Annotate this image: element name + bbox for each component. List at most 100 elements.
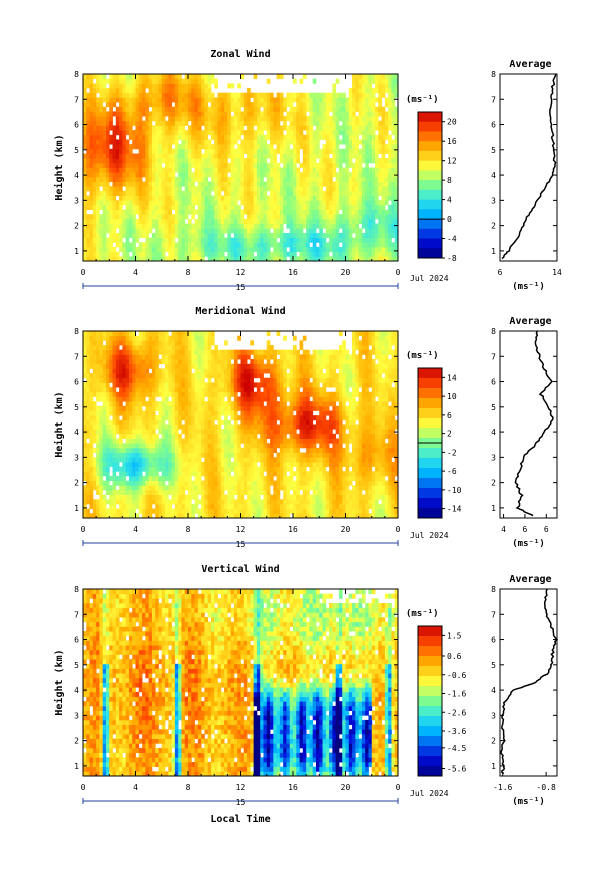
heatmap-cell (270, 503, 274, 510)
heatmap-cell (365, 144, 369, 150)
heatmap-cell (296, 186, 300, 192)
heatmap-cell (138, 120, 143, 126)
heatmap-cell (273, 218, 277, 225)
heatmap-cell (260, 172, 264, 178)
heatmap-cell (378, 88, 382, 94)
heatmap-cell (119, 256, 123, 262)
heatmap-cell (207, 120, 212, 126)
heatmap-cell (184, 116, 189, 122)
heatmap-cell (322, 499, 327, 505)
heatmap-cell (89, 102, 94, 108)
heatmap-cell (128, 186, 133, 192)
heatmap-cell (296, 111, 300, 117)
heatmap-cell (96, 186, 100, 192)
heatmap-cell (122, 134, 127, 140)
heatmap-cell (358, 120, 363, 126)
heatmap-cell (355, 153, 360, 159)
heatmap-cell (96, 167, 100, 173)
heatmap-cell (115, 130, 120, 136)
heatmap-cell (312, 237, 317, 243)
heatmap-cell (319, 471, 323, 477)
heatmap-cell (378, 223, 382, 229)
heatmap-cell (158, 172, 163, 178)
heatmap-cell (181, 204, 186, 210)
heatmap-cell (86, 457, 90, 463)
heatmap-cell (151, 186, 156, 192)
heatmap-cell (319, 195, 323, 201)
heatmap-cell (378, 452, 382, 458)
heatmap-cell (233, 172, 238, 178)
heatmap-cell (210, 78, 215, 84)
heatmap-cell (263, 195, 268, 201)
heatmap-cell (168, 242, 172, 248)
heatmap-cell (191, 447, 195, 453)
heatmap-cell (240, 214, 245, 220)
heatmap-cell (247, 88, 251, 94)
heatmap-cell (119, 485, 123, 491)
heatmap-cell (214, 106, 218, 112)
heatmap-cell (174, 461, 179, 467)
heatmap-cell (89, 204, 94, 210)
heatmap-cell (197, 480, 202, 486)
heatmap-cell (358, 125, 363, 131)
heatmap-cell (312, 485, 317, 491)
heatmap-cell (158, 246, 163, 253)
heatmap-cell (96, 172, 100, 178)
heatmap-cell (256, 181, 261, 187)
heatmap-cell (102, 176, 107, 182)
heatmap-cell (388, 485, 392, 491)
heatmap-cell (227, 466, 232, 472)
heatmap-cell (122, 232, 127, 239)
heatmap-cell (138, 461, 143, 467)
heatmap-cell (381, 242, 386, 248)
heatmap-cell (125, 223, 130, 229)
heatmap-cell (391, 461, 396, 467)
heatmap-cell (128, 130, 133, 136)
heatmap-cell (286, 92, 291, 98)
heatmap-cell (263, 246, 268, 253)
heatmap-cell (375, 242, 379, 248)
heatmap-cell (309, 111, 314, 117)
heatmap-cell (253, 466, 258, 472)
heatmap-cell (151, 195, 156, 201)
heatmap-cell (273, 130, 277, 136)
heatmap-cell (83, 120, 87, 126)
heatmap-cell (201, 74, 205, 80)
heatmap-cell (142, 494, 146, 500)
heatmap-cell (220, 218, 225, 225)
heatmap-cell (125, 457, 130, 463)
heatmap-cell (348, 251, 353, 257)
heatmap-cell (378, 102, 382, 108)
heatmap-cell (89, 480, 94, 486)
heatmap-cell (260, 153, 264, 159)
heatmap-cell (148, 83, 153, 89)
heatmap-cell (148, 176, 153, 182)
heatmap-cell (145, 102, 150, 108)
heatmap-cell (122, 214, 127, 220)
heatmap-cell (325, 172, 330, 178)
heatmap-cell (89, 139, 94, 145)
heatmap-cell (115, 78, 120, 84)
heatmap-cell (263, 134, 268, 140)
heatmap-cell (96, 102, 100, 108)
heatmap-cell (302, 246, 307, 253)
heatmap-cell (181, 461, 186, 467)
heatmap-cell (89, 200, 94, 206)
heatmap-cell (197, 232, 202, 239)
colorbar-swatch (418, 121, 442, 132)
heatmap-cell (247, 232, 251, 239)
heatmap-cell (355, 218, 360, 225)
heatmap-cell (348, 228, 353, 234)
heatmap-cell (378, 78, 382, 84)
heatmap-cell (361, 111, 366, 117)
heatmap-cell (83, 92, 87, 98)
heatmap-cell (230, 148, 235, 154)
heatmap-cell (174, 153, 179, 159)
heatmap-cell (302, 92, 307, 98)
heatmap-cell (168, 111, 172, 117)
heatmap-cell (132, 144, 136, 150)
heatmap-cell (345, 181, 350, 187)
heatmap-cell (375, 503, 379, 510)
heatmap-cell (174, 466, 179, 472)
heatmap-cell (394, 209, 399, 215)
